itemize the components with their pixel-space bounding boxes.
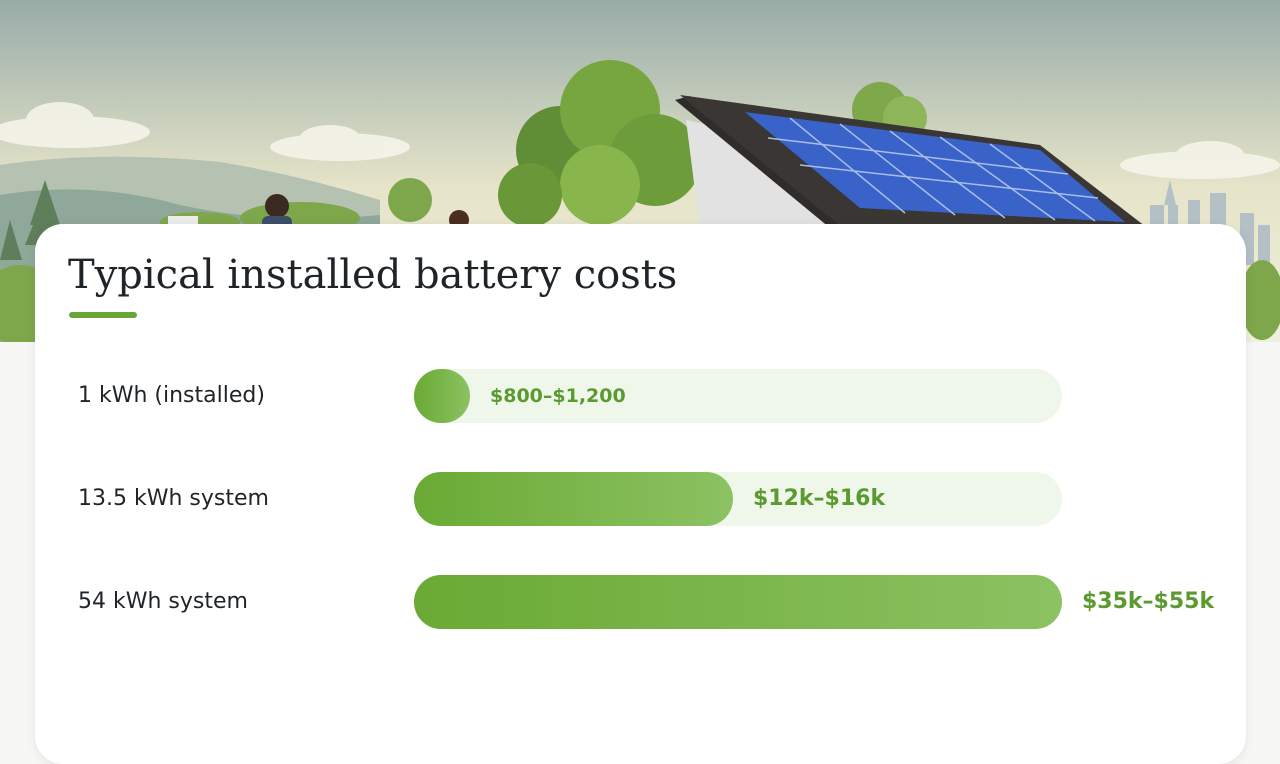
category-label: 54 kWh system — [78, 589, 248, 614]
clouds — [0, 102, 1280, 179]
solar-panels — [745, 112, 1125, 222]
data-label: $800–$1,200 — [490, 385, 626, 407]
bar-track: $800–$1,200 — [414, 369, 1062, 423]
bar — [414, 575, 1062, 629]
chart-title: Typical installed battery costs — [68, 252, 678, 298]
bar — [414, 472, 733, 526]
bar-track: $12k–$16k — [414, 472, 1062, 526]
category-label: 13.5 kWh system — [78, 486, 269, 511]
title-underline — [69, 312, 137, 318]
house — [675, 95, 1150, 230]
cost-card: Typical installed battery costs 1 kWh (i… — [35, 224, 1246, 764]
category-label: 1 kWh (installed) — [78, 383, 265, 408]
bar-row: 1 kWh (installed) $800–$1,200 — [35, 368, 1246, 424]
leafy-tree — [498, 60, 701, 230]
bar-row: 13.5 kWh system $12k–$16k — [35, 471, 1246, 527]
bar-track: $35k–$55k — [414, 575, 1214, 629]
bar-row: 54 kWh system $35k–$55k — [35, 574, 1246, 630]
data-label: $35k–$55k — [1082, 589, 1215, 614]
bar — [414, 369, 470, 423]
data-label: $12k–$16k — [753, 486, 886, 511]
